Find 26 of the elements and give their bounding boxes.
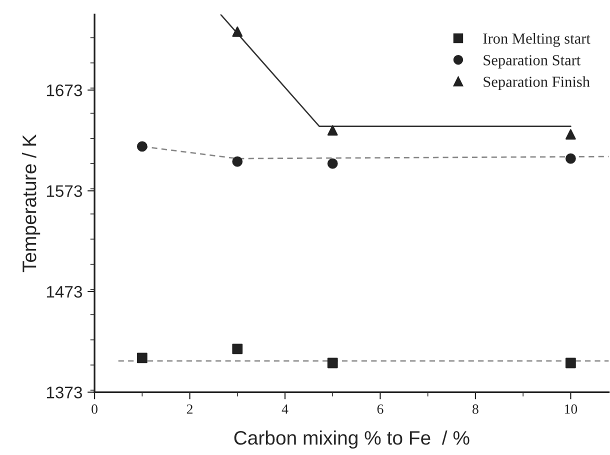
x-tick-label: 2: [186, 404, 192, 414]
y-axis-title: Temperature / K: [22, 134, 40, 272]
y-tick-label: 1373: [46, 386, 82, 398]
point: [565, 129, 576, 140]
point: [327, 125, 338, 136]
x-tick-label: 8: [472, 404, 478, 414]
legend-label: Iron Melting start: [483, 32, 590, 47]
point: [232, 156, 243, 167]
point: [136, 352, 148, 364]
point: [565, 358, 576, 368]
point: [565, 153, 576, 164]
point: [232, 344, 243, 354]
legend-label: Separation Finish: [484, 76, 590, 90]
point: [327, 358, 338, 368]
x-tick-label: 10: [564, 404, 578, 414]
x-tick-label: 6: [377, 404, 384, 414]
y-tick-label: 1473: [46, 286, 82, 298]
point: [232, 26, 243, 37]
y-tick-label: 1673: [46, 84, 82, 96]
x-tick-label: 4: [282, 404, 288, 414]
legend-label: Separation Start: [484, 55, 581, 68]
x-tick-label: 0: [92, 404, 98, 414]
x-axis-title: Carbon mixing % to Fe / %: [234, 430, 470, 449]
y-tick-label: 1573: [46, 185, 82, 197]
point: [327, 158, 338, 169]
point: [136, 141, 148, 152]
